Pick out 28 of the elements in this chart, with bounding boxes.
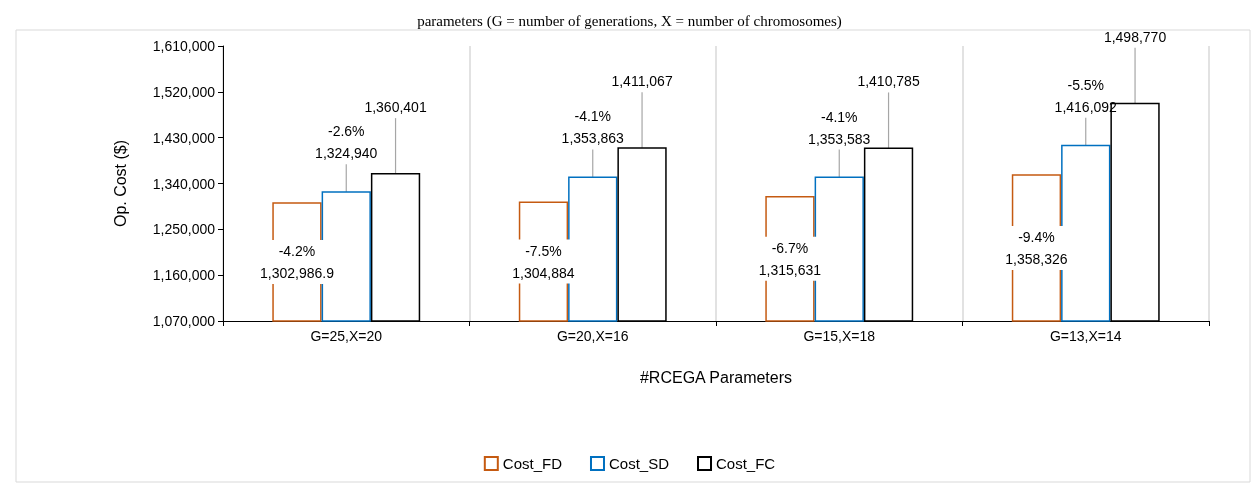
data-label: 1,498,770 [1103,28,1167,45]
data-label: -4.1% 1,353,863 [561,108,625,147]
legend-label: Cost_FD [502,455,563,472]
y-tick-label: 1,160,000 [152,267,216,284]
y-tick-label: 1,520,000 [152,83,216,100]
x-tick-label: G=13,X=14 [1049,328,1122,344]
x-axis-title: #RCEGA Parameters [639,368,793,386]
legend-label: Cost_FC [716,455,776,472]
data-label: 1,411,067 [611,73,673,90]
chart-title: parameters (G = number of generations, X = number of chromosomes) [417,12,842,30]
data-label: -7.5% 1,304,884 [512,242,575,281]
y-tick-label: 1,340,000 [152,175,216,192]
y-tick-label: 1,610,000 [152,38,216,54]
data-label: -9.4% 1,358,326 [1005,228,1068,267]
data-label: 1,410,785 [857,73,920,90]
y-tick-label: 1,430,000 [152,129,216,146]
x-tick-label: G=15,X=18 [803,328,876,344]
y-axis-title: Op. Cost ($) [111,139,129,228]
y-tick-label: 1,070,000 [152,313,216,329]
data-label: -4.2% 1,302,986.9 [259,243,335,282]
data-label: -2.6% 1,324,940 [315,123,378,162]
data-label: -4.1% 1,353,583 [808,108,871,147]
x-tick-label: G=25,X=20 [310,328,383,344]
x-tick-label: G=20,X=16 [556,328,629,344]
legend-label: Cost_SD [608,455,670,472]
y-tick-label: 1,250,000 [152,221,216,238]
data-label: -6.7% 1,315,631 [758,239,822,278]
data-label: 1,360,401 [364,99,427,116]
